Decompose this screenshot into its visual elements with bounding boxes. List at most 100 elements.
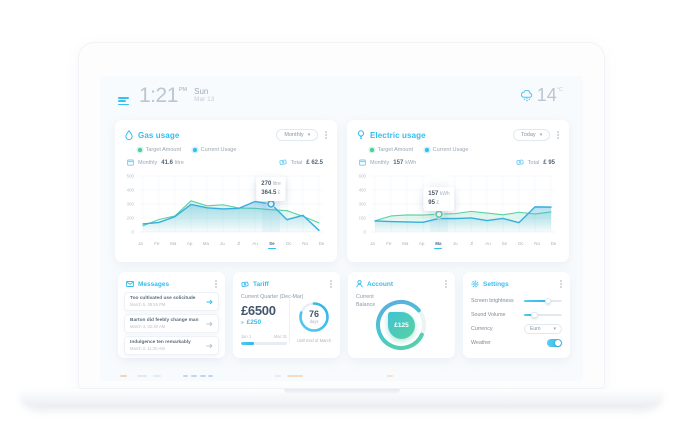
message-time: March 5, 08:55 PM <box>130 302 166 307</box>
tariff-card: Tariff Current Quarter (Dec-Mar) £6500 »… <box>233 272 340 358</box>
legend-current-dot <box>425 148 429 152</box>
x-axis-label[interactable]: Ma <box>402 241 409 246</box>
ring-footnote: Until End of March <box>296 338 332 343</box>
brightness-slider[interactable] <box>524 297 562 305</box>
y-axis-tick: 300 <box>358 201 366 207</box>
x-axis-label[interactable]: Oc <box>285 241 292 246</box>
clock-meridiem: PM <box>178 87 188 93</box>
message-subject: Too cultivated use solicitude <box>130 295 196 301</box>
range-start-label: Jan 1 <box>241 334 252 339</box>
person-icon <box>356 280 363 288</box>
x-axis-label[interactable]: Se <box>501 241 508 246</box>
x-axis-label[interactable]: Ju <box>219 241 225 246</box>
x-axis-label-active[interactable]: Ma <box>434 241 442 249</box>
range-dropdown[interactable]: Monthly ▾ <box>276 129 319 141</box>
card-title: Electric usage <box>370 130 426 140</box>
message-item[interactable]: Barton did feebly change man March 4, 02:… <box>124 314 219 333</box>
days-remaining-unit: days <box>309 319 319 324</box>
hamburger-menu-icon[interactable] <box>118 97 129 107</box>
x-axis-label[interactable]: Fe <box>386 241 392 246</box>
y-axis-ticks: 600 450 300 150 0 <box>353 174 366 238</box>
message-item[interactable]: Too cultivated use solicitude March 5, 08… <box>124 292 219 311</box>
x-axis-label[interactable]: De <box>550 241 557 246</box>
card-title: Messages <box>138 280 170 288</box>
chart-plot <box>371 174 555 233</box>
x-axis-label[interactable]: Ap <box>418 241 425 246</box>
x-axis-label-active[interactable]: Se <box>268 241 276 249</box>
cropped-next-row-hint <box>115 373 570 379</box>
range-end-label: Mar 31 <box>273 334 287 339</box>
range-dropdown-value: Today <box>521 132 536 138</box>
y-axis-tick: 500 <box>126 173 134 179</box>
tooltip-value: 157 <box>428 191 439 198</box>
kebab-menu[interactable] <box>328 279 334 289</box>
x-axis-label[interactable]: Ju <box>452 241 458 246</box>
message-item[interactable]: Indulgence ten remarkably March 2, 11:20 … <box>124 336 219 355</box>
volume-slider[interactable] <box>524 311 562 319</box>
tooltip-currency: £ <box>277 189 281 196</box>
arrow-right-icon <box>206 321 213 326</box>
legend-current-label: Current Usage <box>432 147 469 153</box>
card-title: Tariff <box>253 280 269 288</box>
messages-card: Messages Too cultivated use solicitude Ma… <box>118 272 225 358</box>
x-axis-label[interactable]: Ma <box>202 241 210 246</box>
currency-value: Euro <box>530 326 541 332</box>
x-axis-label[interactable]: Ja <box>138 241 143 246</box>
x-axis-labels: Ja Fe Ma Ap Ma Ju Jl Au Se Oc No De <box>137 241 325 249</box>
period-label: Monthly <box>138 159 158 166</box>
total-currency: £ <box>306 159 310 166</box>
tooltip-value: 270 <box>261 180 272 187</box>
chevron-down-icon: ▾ <box>553 326 556 332</box>
chart-stats-row: Monthly 41.6 litre Total £ 62.5 <box>127 159 325 166</box>
x-axis-label[interactable]: No <box>302 241 308 246</box>
y-axis-tick: 200 <box>126 215 134 221</box>
temperature-value: 14 <box>536 85 557 105</box>
x-axis-label[interactable]: Jl <box>237 241 241 246</box>
currency-select[interactable]: Euro ▾ <box>524 324 562 334</box>
balance-gauge <box>376 300 426 350</box>
x-axis-label[interactable]: Fe <box>154 241 160 246</box>
period-label: Monthly <box>370 159 390 166</box>
clock: 1:21 PM Sun Mar 13 <box>139 85 214 106</box>
y-axis-tick: 300 <box>126 201 134 207</box>
days-remaining-ring: 76 days <box>297 300 331 334</box>
chart-tooltip: 157 kWh 95 £ <box>423 187 455 212</box>
x-axis-label[interactable]: Ma <box>170 241 177 246</box>
x-axis-label[interactable]: Au <box>252 241 258 246</box>
chevron-down-icon: ▾ <box>539 132 543 138</box>
x-axis-label[interactable]: Oc <box>517 241 524 246</box>
kebab-menu[interactable] <box>443 279 449 289</box>
kebab-menu[interactable] <box>323 130 329 140</box>
legend-current-label: Current Usage <box>200 147 237 153</box>
kebab-menu[interactable] <box>558 279 564 289</box>
chart-legend: Target Amount Current Usage <box>138 147 236 153</box>
tooltip-cost: 95 <box>428 200 435 207</box>
x-axis-label[interactable]: De <box>318 241 325 246</box>
x-axis-label[interactable]: Ja <box>370 241 375 246</box>
temperature-unit: °C <box>556 87 563 93</box>
balance-value: £125 <box>394 322 409 329</box>
legend-target-dot <box>138 148 142 152</box>
x-axis-label[interactable]: Ap <box>186 241 193 246</box>
total-currency: £ <box>543 159 547 166</box>
quarter-label: Current Quarter (Dec-Mar) <box>241 294 304 300</box>
volume-label: Sound Volume <box>471 312 506 318</box>
kebab-menu[interactable] <box>555 130 561 140</box>
period-unit: kWh <box>405 159 417 166</box>
calendar-icon <box>127 159 134 166</box>
y-axis-tick: 150 <box>358 215 366 221</box>
kebab-menu[interactable] <box>213 279 219 289</box>
x-axis-label[interactable]: Jl <box>470 241 474 246</box>
weather-toggle[interactable] <box>547 339 562 347</box>
range-dropdown[interactable]: Today ▾ <box>513 129 551 141</box>
gas-usage-line-chart: 500 400 300 200 0 Ja Fe Ma Ap Ma Ju Jl Au Se Oc No De 2… <box>121 174 329 254</box>
tooltip-unit: litre <box>272 180 281 187</box>
y-axis-tick: 400 <box>126 187 134 193</box>
arrow-right-icon <box>206 343 213 348</box>
account-card: Account Current Balance £125 <box>348 272 455 358</box>
currency-label: Currency <box>471 326 493 332</box>
x-axis-label[interactable]: Au <box>485 241 491 246</box>
x-axis-label[interactable]: No <box>534 241 540 246</box>
laptop-base <box>21 389 662 406</box>
